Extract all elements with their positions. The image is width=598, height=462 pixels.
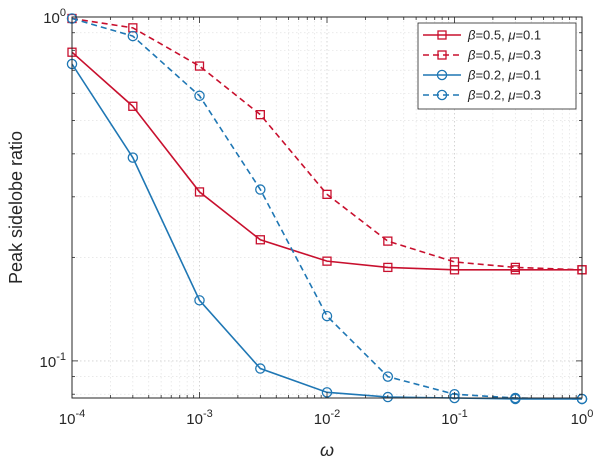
legend-label: β=0.5, μ=0.3 (467, 48, 541, 63)
data-point (194, 295, 205, 306)
data-point (255, 110, 265, 120)
data-point (255, 184, 266, 195)
y-tick-label: 10-1 (40, 351, 66, 371)
data-point (322, 189, 332, 199)
legend-entry: β=0.2, μ=0.3 (423, 88, 541, 103)
data-point (383, 236, 393, 246)
series-line (71, 17, 583, 400)
x-tick-label: 10-4 (59, 408, 85, 428)
legend-marker (437, 30, 447, 40)
data-point (127, 152, 139, 163)
x-tick-labels: 10-4 10-3 10-2 10-1 100 (59, 408, 594, 428)
legend-entry: β=0.5, μ=0.3 (423, 48, 541, 63)
legend-label: β=0.2, μ=0.1 (467, 68, 541, 83)
data-point (449, 388, 460, 400)
data-point (127, 30, 139, 42)
y-axis-label: Peak sidelobe ratio (6, 131, 26, 284)
data-point (383, 262, 393, 273)
x-axis-label: ω (320, 440, 334, 460)
x-tick-label: 100 (571, 408, 594, 428)
legend-label: β=0.2, μ=0.3 (467, 88, 541, 103)
data-point (382, 391, 394, 403)
data-point (449, 257, 460, 267)
legend-label: β=0.5, μ=0.1 (467, 28, 541, 43)
data-point (194, 90, 205, 102)
data-point (322, 256, 332, 266)
series-line (71, 17, 583, 271)
data-point (194, 61, 205, 71)
legend: β=0.5, μ=0.1 β=0.5, μ=0.3 β=0.2, μ=0.1 β=0.… (417, 22, 577, 110)
legend-marker (437, 50, 447, 60)
legend-entry: β=0.5, μ=0.1 (423, 28, 541, 43)
data-point (128, 101, 138, 111)
y-tick-labels: 100 10-1 (40, 7, 66, 371)
x-tick-label: 10-3 (186, 408, 212, 428)
data-point (255, 363, 266, 374)
data-point (321, 310, 333, 322)
legend-entry: β=0.2, μ=0.1 (423, 68, 541, 83)
y-tick-label: 100 (43, 7, 66, 27)
data-point (510, 262, 520, 273)
series-line (71, 51, 582, 271)
legend-marker (436, 69, 448, 81)
x-tick-label: 10-2 (314, 408, 340, 428)
legend-marker (436, 89, 448, 101)
axis-ticks (72, 17, 582, 398)
data-point (255, 235, 265, 245)
x-tick-label: 10-1 (441, 408, 467, 428)
data-point (194, 187, 205, 197)
data-point (382, 371, 394, 382)
